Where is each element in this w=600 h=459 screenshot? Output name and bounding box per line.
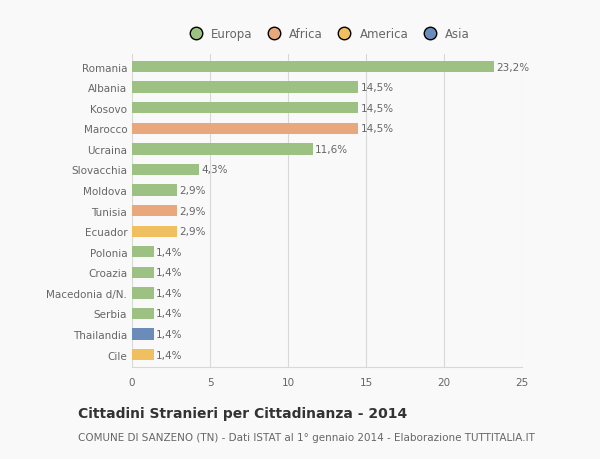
Bar	[132, 185, 177, 196]
Text: 1,4%: 1,4%	[156, 247, 182, 257]
Bar	[132, 144, 313, 155]
Text: 14,5%: 14,5%	[361, 124, 394, 134]
Bar	[132, 267, 154, 279]
Text: 11,6%: 11,6%	[316, 145, 349, 155]
Legend: Europa, Africa, America, Asia: Europa, Africa, America, Asia	[179, 23, 475, 46]
Text: 4,3%: 4,3%	[202, 165, 228, 175]
Text: 14,5%: 14,5%	[361, 83, 394, 93]
Text: 1,4%: 1,4%	[156, 350, 182, 360]
Bar	[132, 206, 177, 217]
Bar	[132, 123, 358, 134]
Text: Cittadini Stranieri per Cittadinanza - 2014: Cittadini Stranieri per Cittadinanza - 2…	[78, 406, 407, 420]
Text: 2,9%: 2,9%	[179, 227, 206, 237]
Text: 2,9%: 2,9%	[179, 206, 206, 216]
Text: 2,9%: 2,9%	[179, 185, 206, 196]
Text: 14,5%: 14,5%	[361, 103, 394, 113]
Bar	[132, 246, 154, 258]
Bar	[132, 349, 154, 360]
Bar	[132, 308, 154, 319]
Text: 1,4%: 1,4%	[156, 288, 182, 298]
Bar	[132, 62, 494, 73]
Text: 1,4%: 1,4%	[156, 330, 182, 339]
Bar	[132, 329, 154, 340]
Bar	[132, 226, 177, 237]
Bar	[132, 103, 358, 114]
Text: 23,2%: 23,2%	[496, 62, 529, 73]
Bar	[132, 82, 358, 94]
Bar	[132, 164, 199, 176]
Text: 1,4%: 1,4%	[156, 309, 182, 319]
Text: COMUNE DI SANZENO (TN) - Dati ISTAT al 1° gennaio 2014 - Elaborazione TUTTITALIA: COMUNE DI SANZENO (TN) - Dati ISTAT al 1…	[78, 432, 535, 442]
Text: 1,4%: 1,4%	[156, 268, 182, 278]
Bar	[132, 288, 154, 299]
